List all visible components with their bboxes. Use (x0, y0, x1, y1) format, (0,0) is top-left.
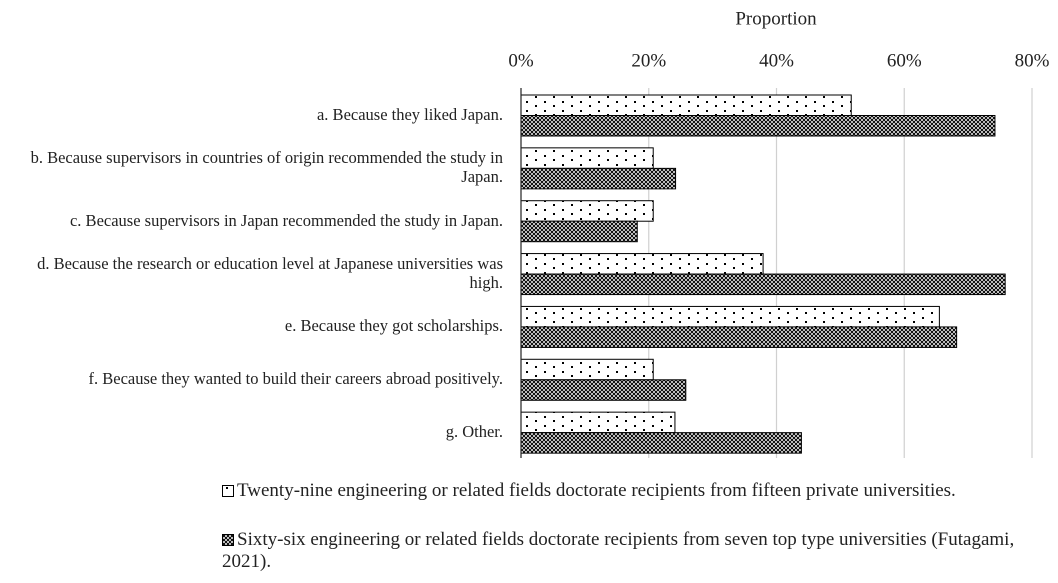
legend-label: Sixty-six engineering or related fields … (222, 529, 1015, 572)
bar (520, 147, 654, 169)
legend-swatch-box (222, 534, 234, 546)
bar (520, 326, 958, 348)
bar (520, 200, 654, 222)
legend-swatch (222, 534, 234, 546)
axis-title: Proportion (735, 8, 817, 29)
category-label: a. Because they liked Japan. (316, 104, 503, 124)
bar (520, 220, 638, 243)
category-label: c. Because supervisors in Japan recommen… (69, 210, 503, 230)
x-tick-label: 40% (759, 50, 794, 71)
bar (520, 305, 940, 328)
chart: Proportion 0% 20% 40% 60% 80% (508, 8, 1050, 458)
x-tick-label: 0% (508, 50, 534, 71)
category-label: e. Because they got scholarships. (284, 316, 503, 336)
bar (520, 432, 802, 454)
x-tick-label: 80% (1015, 50, 1050, 71)
legend-swatch-box (222, 485, 234, 497)
legend-entry: Sixty-six engineering or related fields … (222, 529, 1052, 573)
legend-swatch (222, 485, 234, 497)
bar (520, 167, 677, 190)
legend-label: Twenty-nine engineering or related field… (237, 480, 956, 501)
bar (520, 379, 687, 401)
legend-entry: Twenty-nine engineering or related field… (222, 480, 1052, 502)
bar (520, 115, 996, 137)
x-tick-label: 60% (887, 50, 922, 71)
category-label: g. Other. (445, 422, 503, 442)
x-tick-label: 20% (631, 50, 666, 71)
category-label: f. Because they wanted to build their ca… (88, 369, 504, 389)
bar (520, 358, 654, 381)
bar (520, 273, 1006, 296)
category-label: b. Because supervisors in countries of o… (30, 148, 503, 187)
category-label: d. Because the research or education lev… (37, 253, 503, 292)
bar (520, 253, 764, 275)
bar (520, 411, 676, 434)
bar (520, 94, 852, 116)
